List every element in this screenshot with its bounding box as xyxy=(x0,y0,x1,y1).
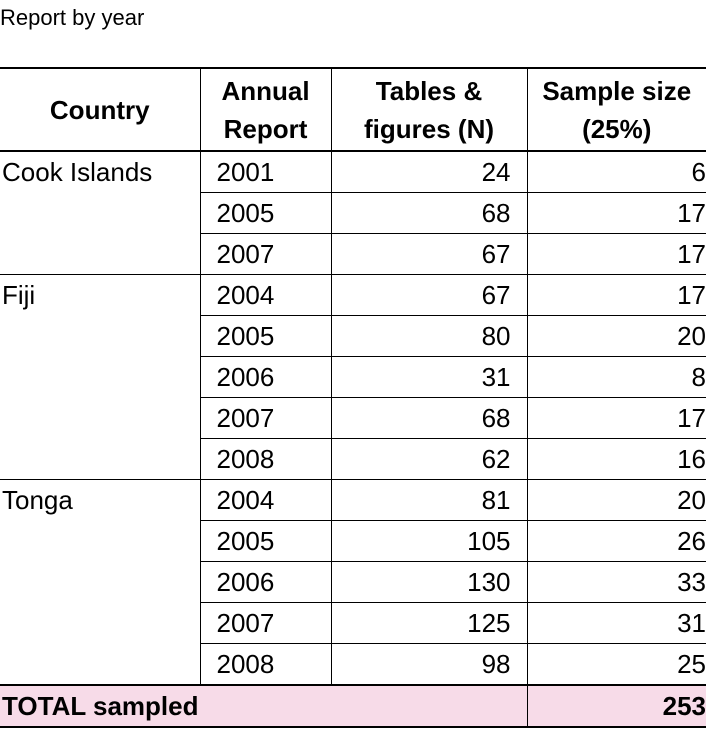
table-row: 2005 80 20 xyxy=(0,315,706,357)
table-row: 2008 62 16 xyxy=(0,438,706,480)
sample-size-cell: 8 xyxy=(526,356,706,398)
tables-figures-cell: 68 xyxy=(330,397,527,439)
table-row: 2005 105 26 xyxy=(0,520,706,562)
year-cell: 2005 xyxy=(199,315,331,357)
sample-size-cell: 16 xyxy=(526,438,706,480)
tables-figures-cell: 24 xyxy=(330,151,527,193)
table-row: 2007 68 17 xyxy=(0,397,706,439)
year-cell: 2006 xyxy=(199,561,331,603)
sample-size-cell: 6 xyxy=(526,151,706,193)
table-row: 2006 130 33 xyxy=(0,561,706,603)
sample-size-cell: 17 xyxy=(526,397,706,439)
table-row: 2005 68 17 xyxy=(0,192,706,234)
tables-figures-cell: 67 xyxy=(330,274,527,316)
year-cell: 2004 xyxy=(199,274,331,316)
tables-figures-cell: 81 xyxy=(330,479,527,521)
header-annual-report: Annual Report xyxy=(199,67,331,152)
header-sample-size: Sample size (25%) xyxy=(526,67,706,152)
year-cell: 2006 xyxy=(199,356,331,398)
total-value: 253 xyxy=(526,684,706,728)
table-row: 2007 67 17 xyxy=(0,233,706,275)
tables-figures-cell: 98 xyxy=(330,643,527,686)
tables-figures-cell: 31 xyxy=(330,356,527,398)
year-cell: 2008 xyxy=(199,643,331,686)
table-row: Fiji 2004 67 17 xyxy=(0,274,706,480)
table-row: Tonga 2004 81 20 xyxy=(0,479,706,686)
tables-figures-cell: 68 xyxy=(330,192,527,234)
country-cell: Tonga xyxy=(0,479,200,686)
table-row: 2007 125 31 xyxy=(0,602,706,644)
year-cell: 2007 xyxy=(199,602,331,644)
sample-size-cell: 33 xyxy=(526,561,706,603)
year-cell: 2005 xyxy=(199,192,331,234)
sample-size-cell: 17 xyxy=(526,233,706,275)
report-table: Country Annual Report Tables & figures (N)… xyxy=(0,67,706,728)
year-cell: 2005 xyxy=(199,520,331,562)
table-body: Cook Islands 2001 24 6 2005 68 17 2007 67 17 Fiji 2… xyxy=(0,151,706,686)
table-row: 2008 98 25 xyxy=(0,643,706,686)
table-row: Cook Islands 2001 24 6 xyxy=(0,151,706,275)
year-cell: 2008 xyxy=(199,438,331,480)
tables-figures-cell: 80 xyxy=(330,315,527,357)
tables-figures-cell: 105 xyxy=(330,520,527,562)
sample-size-cell: 31 xyxy=(526,602,706,644)
header-row: Country Annual Report Tables & figures (N)… xyxy=(0,67,706,152)
tables-figures-cell: 125 xyxy=(330,602,527,644)
sample-size-cell: 25 xyxy=(526,643,706,686)
tables-figures-cell: 67 xyxy=(330,233,527,275)
total-row: TOTAL sampled 253 xyxy=(0,684,706,728)
sample-size-cell: 17 xyxy=(526,274,706,316)
table-caption: Report by year xyxy=(0,5,145,30)
year-cell: 2004 xyxy=(199,479,331,521)
sample-size-cell: 26 xyxy=(526,520,706,562)
year-cell: 2007 xyxy=(199,233,331,275)
year-cell: 2001 xyxy=(199,151,331,193)
sample-size-cell: 20 xyxy=(526,479,706,521)
header-country: Country xyxy=(0,67,200,152)
country-cell: Cook Islands xyxy=(0,151,200,275)
total-label: TOTAL sampled xyxy=(0,684,527,728)
country-cell: Fiji xyxy=(0,274,200,480)
header-tables-figures: Tables & figures (N) xyxy=(330,67,527,152)
sample-size-cell: 17 xyxy=(526,192,706,234)
tables-figures-cell: 62 xyxy=(330,438,527,480)
table-row: 2006 31 8 xyxy=(0,356,706,398)
tables-figures-cell: 130 xyxy=(330,561,527,603)
year-cell: 2007 xyxy=(199,397,331,439)
sample-size-cell: 20 xyxy=(526,315,706,357)
